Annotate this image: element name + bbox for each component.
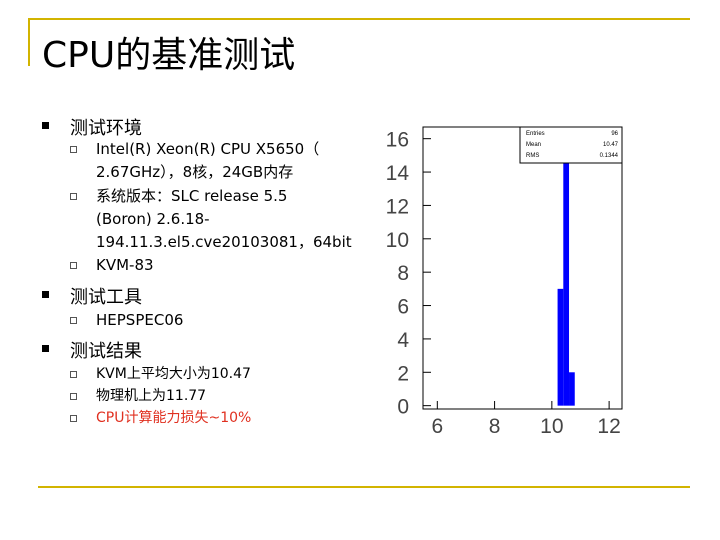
sub-bullet	[70, 371, 77, 378]
bar	[557, 288, 564, 406]
sub-bullet	[70, 146, 77, 153]
stats-box	[519, 126, 623, 164]
item-text: 系统版本：SLC release 5.5	[96, 187, 288, 205]
bullet	[42, 291, 49, 298]
item-text: 2.67GHz），8核，24GB内存	[96, 163, 294, 181]
sub-bullet	[70, 317, 77, 324]
sub-bullet	[70, 393, 77, 400]
item-text: KVM上平均大小为10.47	[96, 366, 251, 382]
stats-label: Entries	[526, 131, 545, 137]
y-tick-label: 12	[386, 195, 409, 218]
bar	[569, 372, 575, 406]
item-text: Intel(R) Xeon(R) CPU X5650（	[96, 140, 320, 158]
sub-bullet	[70, 262, 77, 269]
stats-label: RMS	[526, 153, 539, 159]
heading: 测试结果	[70, 341, 142, 362]
y-tick-label: 8	[397, 262, 409, 285]
bullet	[42, 122, 49, 129]
x-tick-label: 10	[540, 415, 563, 438]
y-tick-label: 6	[397, 296, 409, 319]
rule	[28, 18, 30, 66]
slide-title: CPU的基准测试	[42, 35, 296, 76]
item-text: KVM-83	[96, 256, 154, 274]
bullet	[42, 345, 49, 352]
sub-bullet	[70, 415, 77, 422]
item-text: (Boron) 2.6.18-	[96, 210, 210, 228]
stats-value: 96	[611, 131, 618, 137]
rule	[38, 486, 690, 488]
y-tick-label: 14	[386, 162, 410, 185]
item-text: CPU计算能力损失~10%	[96, 410, 252, 426]
y-tick-label: 2	[397, 362, 409, 385]
y-tick-label: 16	[386, 129, 409, 152]
sub-bullet	[70, 193, 77, 200]
y-tick-label: 4	[397, 329, 409, 352]
stats-value: 10.47	[603, 142, 619, 148]
rule	[28, 18, 690, 20]
heading: 测试工具	[70, 287, 142, 308]
stats-label: Mean	[526, 142, 541, 148]
item-text: 物理机上为11.77	[96, 388, 207, 404]
item-text: 194.11.3.el5.cve20103081，64bit	[96, 233, 352, 251]
x-tick-label: 12	[597, 415, 620, 438]
y-tick-label: 10	[386, 229, 409, 252]
x-tick-label: 8	[489, 415, 501, 438]
heading: 测试环境	[70, 118, 142, 139]
x-tick-label: 6	[431, 415, 443, 438]
y-tick-label: 0	[397, 396, 409, 419]
plot-frame	[422, 126, 623, 410]
item-text: HEPSPEC06	[96, 311, 184, 329]
bar	[563, 155, 570, 406]
stats-value: 0.1344	[600, 153, 619, 159]
